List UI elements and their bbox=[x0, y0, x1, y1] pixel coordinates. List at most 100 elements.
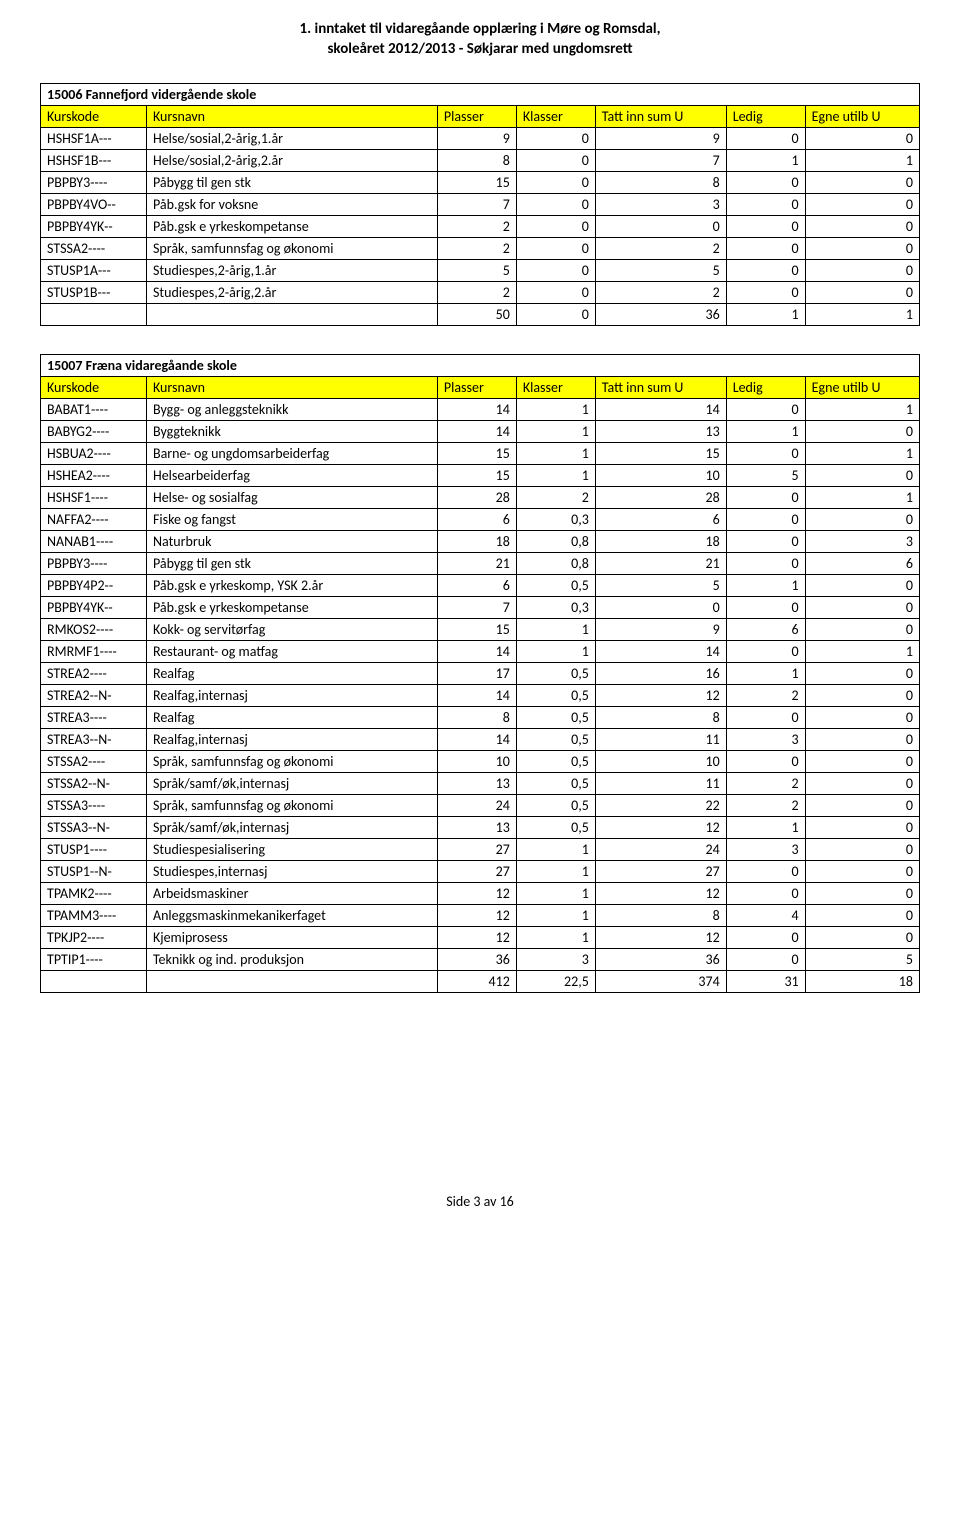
table-cell: 27 bbox=[437, 839, 516, 861]
table-cell: 0 bbox=[726, 399, 805, 421]
tables-container: 15006 Fannefjord vidergående skoleKursko… bbox=[40, 83, 920, 993]
table-cell: 0 bbox=[805, 465, 919, 487]
table-cell: 0 bbox=[805, 817, 919, 839]
table-cell: BABYG2---- bbox=[41, 421, 147, 443]
table-row: STSSA3----Språk, samfunnsfag og økonomi2… bbox=[41, 795, 920, 817]
totals-cell: 31 bbox=[726, 971, 805, 993]
table-row: STREA2----Realfag170,51610 bbox=[41, 663, 920, 685]
table-cell: 28 bbox=[437, 487, 516, 509]
table-cell: 5 bbox=[437, 260, 516, 282]
table-cell: HSHSF1B--- bbox=[41, 150, 147, 172]
header-line-2: skoleåret 2012/2013 - Søkjarar med ungdo… bbox=[40, 40, 920, 60]
table-cell: Byggteknikk bbox=[146, 421, 437, 443]
table-cell: HSBUA2---- bbox=[41, 443, 147, 465]
table-row: NAFFA2----Fiske og fangst60,3600 bbox=[41, 509, 920, 531]
table-cell: TPAMK2---- bbox=[41, 883, 147, 905]
table-cell: 6 bbox=[595, 509, 726, 531]
totals-cell: 1 bbox=[805, 304, 919, 326]
table-cell: Realfag,internasj bbox=[146, 729, 437, 751]
table-cell: 9 bbox=[595, 128, 726, 150]
table-cell: 0 bbox=[805, 861, 919, 883]
table-row: STSSA2----Språk, samfunnsfag og økonomi2… bbox=[41, 238, 920, 260]
table-row: BABAT1----Bygg- og anleggsteknikk1411401 bbox=[41, 399, 920, 421]
table-cell: RMKOS2---- bbox=[41, 619, 147, 641]
table-cell: 2 bbox=[726, 685, 805, 707]
table-cell: 0 bbox=[805, 729, 919, 751]
table-cell: Realfag bbox=[146, 663, 437, 685]
table-cell: Anleggsmaskinmekanikerfaget bbox=[146, 905, 437, 927]
table-row: PBPBY4YK--Påb.gsk e yrkeskompetanse70,30… bbox=[41, 597, 920, 619]
table-cell: 0 bbox=[805, 707, 919, 729]
table-cell: Naturbruk bbox=[146, 531, 437, 553]
page-footer: Side 3 av 16 bbox=[40, 1193, 920, 1210]
table-cell: 13 bbox=[437, 773, 516, 795]
table-cell: 0 bbox=[726, 238, 805, 260]
table-cell: 7 bbox=[595, 150, 726, 172]
table-cell: 12 bbox=[437, 883, 516, 905]
table-title: 15007 Fræna vidaregåande skole bbox=[41, 355, 920, 377]
table-cell: 0 bbox=[805, 260, 919, 282]
table-cell: 0 bbox=[805, 128, 919, 150]
table-cell: Studiespes,2-årig,1.år bbox=[146, 260, 437, 282]
table-cell: 24 bbox=[595, 839, 726, 861]
table-cell: Påb.gsk e yrkeskompetanse bbox=[146, 216, 437, 238]
table-cell: Språk, samfunnsfag og økonomi bbox=[146, 238, 437, 260]
column-header: Kursnavn bbox=[146, 106, 437, 128]
table-cell: 0 bbox=[516, 260, 595, 282]
table-cell: STSSA2---- bbox=[41, 238, 147, 260]
table-cell: PBPBY3---- bbox=[41, 553, 147, 575]
table-cell: 10 bbox=[595, 465, 726, 487]
table-row: RMRMF1----Restaurant- og matfag1411401 bbox=[41, 641, 920, 663]
table-cell: 0 bbox=[726, 949, 805, 971]
table-cell: 6 bbox=[437, 509, 516, 531]
table-cell: 0,5 bbox=[516, 575, 595, 597]
table-cell: 0 bbox=[805, 509, 919, 531]
totals-cell: 22,5 bbox=[516, 971, 595, 993]
totals-cell: 374 bbox=[595, 971, 726, 993]
table-cell: 0 bbox=[726, 260, 805, 282]
table-cell: 0 bbox=[726, 883, 805, 905]
table-cell: Realfag,internasj bbox=[146, 685, 437, 707]
table-cell: NANAB1---- bbox=[41, 531, 147, 553]
table-cell: 1 bbox=[805, 641, 919, 663]
table-cell: 1 bbox=[516, 619, 595, 641]
column-header: Ledig bbox=[726, 377, 805, 399]
table-cell: 14 bbox=[595, 641, 726, 663]
table-cell: STUSP1--N- bbox=[41, 861, 147, 883]
table-cell: 8 bbox=[595, 172, 726, 194]
table-cell: TPAMM3---- bbox=[41, 905, 147, 927]
table-row: STUSP1--N-Studiespes,internasj2712700 bbox=[41, 861, 920, 883]
totals-cell bbox=[146, 971, 437, 993]
table-cell: 36 bbox=[595, 949, 726, 971]
table-cell: 14 bbox=[437, 421, 516, 443]
totals-cell bbox=[146, 304, 437, 326]
table-cell: PBPBY3---- bbox=[41, 172, 147, 194]
table-cell: 6 bbox=[437, 575, 516, 597]
table-cell: TPKJP2---- bbox=[41, 927, 147, 949]
table-cell: 27 bbox=[437, 861, 516, 883]
table-cell: 1 bbox=[726, 150, 805, 172]
table-cell: 1 bbox=[726, 663, 805, 685]
table-cell: BABAT1---- bbox=[41, 399, 147, 421]
table-cell: 12 bbox=[595, 817, 726, 839]
table-cell: 16 bbox=[595, 663, 726, 685]
table-cell: 5 bbox=[595, 575, 726, 597]
page-header: 1. inntaket til vidaregåande opplæring i… bbox=[40, 20, 920, 59]
table-cell: Fiske og fangst bbox=[146, 509, 437, 531]
table-cell: 1 bbox=[805, 443, 919, 465]
table-cell: 5 bbox=[726, 465, 805, 487]
table-cell: 0 bbox=[805, 421, 919, 443]
table-cell: 2 bbox=[437, 238, 516, 260]
table-cell: 15 bbox=[437, 465, 516, 487]
column-header: Egne utilb U bbox=[805, 377, 919, 399]
table-cell: Restaurant- og matfag bbox=[146, 641, 437, 663]
table-cell: 12 bbox=[437, 905, 516, 927]
data-table: 15007 Fræna vidaregåande skoleKurskodeKu… bbox=[40, 354, 920, 993]
table-row: PBPBY3----Påbygg til gen stk210,82106 bbox=[41, 553, 920, 575]
table-cell: 1 bbox=[805, 399, 919, 421]
table-row: BABYG2----Byggteknikk1411310 bbox=[41, 421, 920, 443]
table-cell: 12 bbox=[437, 927, 516, 949]
table-cell: 0 bbox=[516, 172, 595, 194]
table-cell: 0,5 bbox=[516, 795, 595, 817]
table-cell: 0 bbox=[805, 238, 919, 260]
